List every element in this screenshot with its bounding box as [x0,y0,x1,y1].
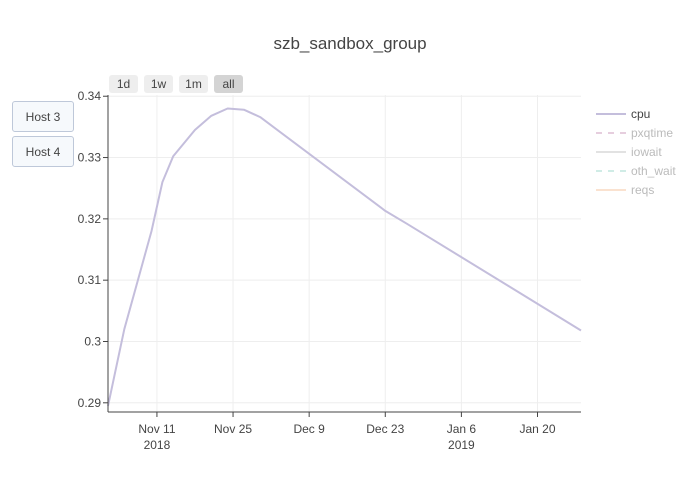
x-tick-label: Nov 25 [214,422,252,436]
range-button-all[interactable]: all [214,75,243,93]
y-tick-label: 0.29 [78,396,102,410]
range-button-1w[interactable]: 1w [144,75,173,93]
series-layer [107,107,582,407]
host-4-button[interactable]: Host 4 [12,136,74,167]
legend-label-cpu: cpu [631,107,650,121]
y-tick-label: 0.32 [78,212,102,226]
legend-label-pxqtime: pxqtime [631,126,673,140]
range-button-1d[interactable]: 1d [109,75,138,93]
y-tick-label: 0.31 [78,273,102,287]
y-tick-label: 0.3 [84,334,101,348]
legend-label-reqs: reqs [631,183,654,197]
series-line-cpu [107,107,582,407]
y-tick-label: 0.34 [78,89,102,103]
x-tick-label: Jan 6 [447,422,477,436]
x-tick-label: Dec 23 [366,422,404,436]
legend-label-iowait: iowait [631,145,662,159]
x-tick-sublabel: 2018 [144,438,171,452]
axis-layer: 0.29 0.3 0.31 0.32 0.33 0.34 Nov 11 2018 Nov 25 D… [78,89,581,452]
host-3-button[interactable]: Host 3 [12,101,74,132]
legend-label-oth_wait: oth_wait [631,164,676,178]
x-tick-label: Dec 9 [293,422,325,436]
range-button-1m[interactable]: 1m [179,75,208,93]
x-tick-sublabel: 2019 [448,438,475,452]
x-tick-label: Nov 11 [138,422,175,436]
chart-title: szb_sandbox_group [273,34,427,53]
x-tick-label: Jan 20 [519,422,555,436]
grid-lines [108,95,581,412]
y-tick-label: 0.33 [78,151,102,165]
